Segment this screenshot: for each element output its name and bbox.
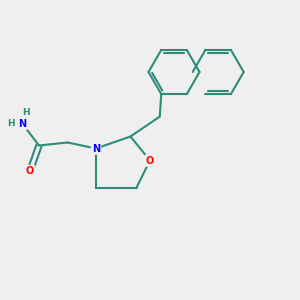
Text: N: N [92,143,100,154]
Text: H: H [7,119,15,128]
Text: H: H [22,108,29,117]
Text: O: O [26,166,34,176]
Text: N: N [18,119,27,129]
Text: O: O [146,155,154,166]
